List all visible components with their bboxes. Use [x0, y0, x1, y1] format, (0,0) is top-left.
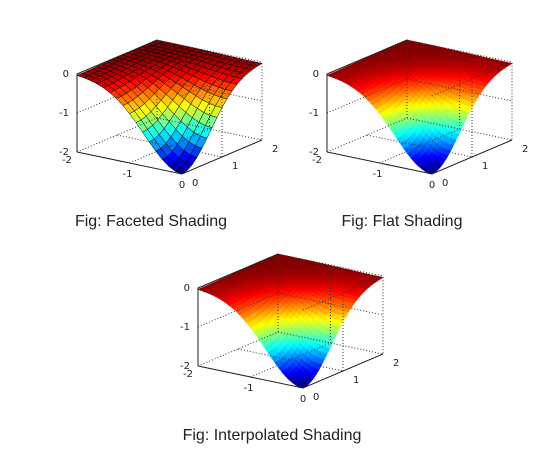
x-tick-label: -2 [312, 155, 322, 166]
z-axis-line [76, 39, 158, 152]
back-wall-edge [277, 276, 384, 355]
grid-line [379, 128, 460, 164]
z-tick-label: -2 [180, 361, 190, 372]
interpolated-surface [197, 253, 384, 389]
floor-edge [197, 331, 279, 367]
x-tick-label: -2 [183, 369, 193, 380]
x-tick-label: 0 [300, 394, 306, 405]
y-tick-label: 0 [313, 392, 319, 403]
y-tick-label: 0 [442, 178, 448, 189]
z-tick-label: -1 [59, 108, 69, 119]
grid-line [250, 342, 331, 378]
floor-front-edge [197, 353, 384, 389]
floor-edge [76, 117, 158, 153]
x-tick-label: -1 [123, 169, 133, 180]
y-tick-label: 1 [482, 161, 488, 172]
x-tick-label: -2 [62, 155, 72, 166]
y-tick-label: 1 [232, 161, 238, 172]
y-tick-label: 2 [393, 358, 399, 369]
z-tick-label: -1 [309, 108, 319, 119]
faceted-surface [76, 39, 263, 175]
flat-surface [326, 39, 513, 175]
floor-front-edge [76, 139, 263, 175]
z-tick-label: 0 [313, 69, 319, 80]
z-axis-line [326, 39, 408, 152]
top-edge [181, 61, 263, 97]
x-tick-label: -1 [373, 169, 383, 180]
floor-edge [326, 117, 408, 153]
back-wall-edge [156, 62, 263, 141]
faceted-shading-plot: 0-1-2-2-10 012 Fig: Faceted Shading [59, 39, 278, 230]
x-tick-label: -1 [244, 383, 254, 394]
x-tick-label: 0 [429, 180, 435, 191]
z-tick-label: -2 [309, 147, 319, 158]
interpolated-axes: 0-1-2-2-10 012 [180, 253, 399, 405]
z-axis-line [197, 253, 279, 366]
z-tick-label: -1 [180, 322, 190, 333]
top-edge [302, 275, 384, 311]
caption-faceted: Fig: Faceted Shading [75, 213, 227, 230]
caption-flat: Fig: Flat Shading [342, 213, 463, 230]
floor-front-edge [326, 139, 513, 175]
z-tick-label: 0 [63, 69, 69, 80]
grid-line [129, 128, 210, 164]
y-tick-label: 2 [272, 144, 278, 155]
back-wall-edge [406, 62, 513, 141]
top-edge [431, 61, 513, 97]
flat-shading-plot: 0-1-2-2-10 012 Fig: Flat Shading [309, 39, 528, 230]
grid-line [326, 78, 408, 114]
grid-line [76, 78, 158, 114]
z-tick-label: -2 [59, 147, 69, 158]
z-tick-label: 0 [184, 283, 190, 294]
caption-interpolated: Fig: Interpolated Shading [183, 427, 362, 444]
y-tick-label: 2 [522, 144, 528, 155]
x-tick-label: 0 [179, 180, 185, 191]
y-tick-label: 1 [353, 375, 359, 386]
flat-axes: 0-1-2-2-10 012 [309, 39, 528, 191]
interpolated-shading-plot: 0-1-2-2-10 012 Fig: Interpolated Shading [180, 253, 399, 444]
y-tick-label: 0 [192, 178, 198, 189]
grid-line [197, 292, 279, 328]
faceted-axes: 0-1-2-2-10 012 [59, 39, 278, 191]
